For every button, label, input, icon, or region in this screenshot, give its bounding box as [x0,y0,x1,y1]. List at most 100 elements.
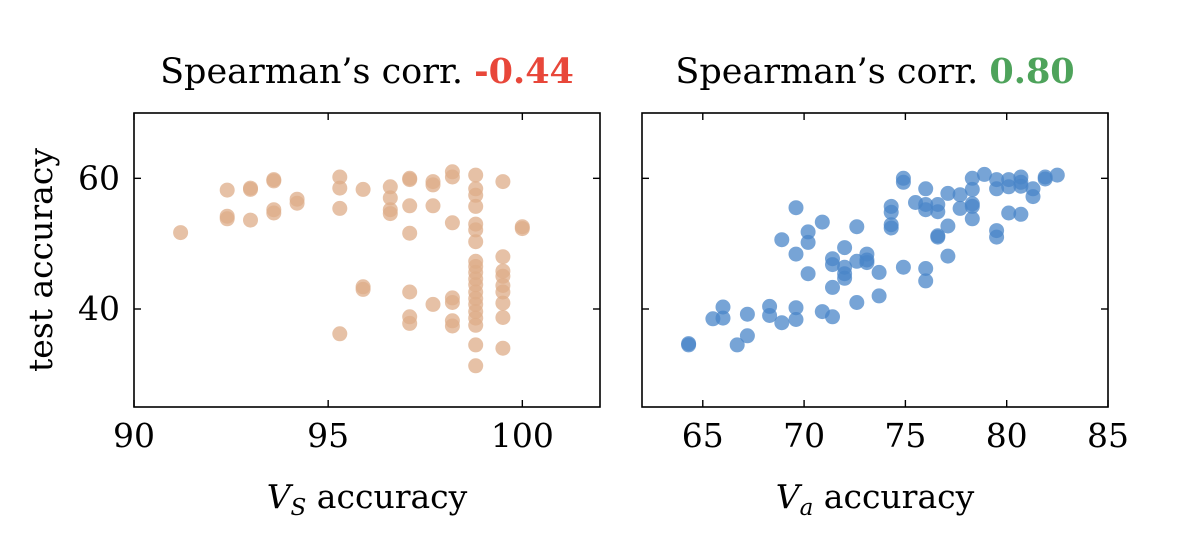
right-data-point [918,273,934,289]
left-data-point [444,215,460,231]
right-data-point [788,312,804,327]
right-data-point [940,185,956,201]
left-title: Spearman’s corr. -0.44 [160,51,574,92]
right-data-point [1013,178,1029,194]
right-data-point [1049,167,1065,183]
left-data-point [468,187,484,203]
right-data-point [895,174,911,190]
left-data-point [332,326,348,342]
right-data-point [788,300,804,316]
left-data-point [402,225,418,241]
right-data-point [895,259,911,275]
left-data-point [243,212,258,228]
left-data-point [266,205,282,221]
left-data-point [468,198,484,214]
right-plot-frame [641,112,1109,408]
left-data-point [495,174,511,190]
right-data-point [989,181,1005,197]
left-plot-frame [133,112,601,408]
left-data-point [243,181,258,197]
right-data-point [964,198,980,214]
left-xtick-label: 95 [307,416,349,455]
left-data-point [332,200,348,216]
left-data-point [425,198,441,214]
right-data-point [976,166,992,182]
right-panel: Spearman’s corr. 0.80 65 70 75 80 85 Va accu… [641,51,1129,521]
right-data-point [883,220,899,236]
right-data-point [762,308,778,323]
right-xlabel-var: V [776,477,803,516]
left-data-point [402,172,418,188]
left-ytick-label: 60 [78,158,120,197]
right-data-point [774,232,790,248]
right-data-point [1013,206,1029,222]
left-data-point [425,177,441,193]
right-data-point [918,202,934,218]
right-data-point [681,337,697,353]
right-xlabel-rest: accuracy [813,477,974,516]
right-data-point [739,306,755,322]
right-xtick-label: 85 [1087,416,1129,455]
right-data-point [715,310,731,326]
left-data-point [495,340,511,356]
left-data-point [495,295,511,311]
left-data-point [382,206,398,222]
right-data-point [930,204,946,220]
right-title: Spearman’s corr. 0.80 [675,51,1074,92]
right-plot-area [681,166,1065,353]
right-data-point [1037,171,1053,187]
left-data-point [219,182,235,198]
right-ticks: 65 70 75 80 85 [642,113,1129,455]
left-data-point [468,222,484,238]
left-data-point [468,337,484,353]
left-data-point [468,234,484,250]
right-data-point [871,264,887,280]
right-data-point [788,200,804,216]
right-data-point [940,218,956,234]
left-data-point [382,179,398,195]
right-data-point [800,266,816,282]
right-data-point [800,224,816,240]
left-data-point [332,180,348,196]
left-data-point [266,173,282,189]
right-data-point [739,328,755,344]
right-xlabel-sub: a [800,495,814,521]
left-data-point [495,284,511,300]
left-ticks: 90 95 100 40 60 [78,113,600,455]
right-data-point [964,211,980,227]
left-data-point [495,249,511,265]
left-ylabel: test accuracy [21,148,60,372]
right-data-point [1025,189,1041,205]
right-data-point [871,288,887,304]
left-data-point [402,198,418,214]
left-data-point [495,310,511,325]
left-data-point [444,295,460,310]
right-data-point [825,279,840,295]
right-data-point [1001,205,1017,221]
left-ytick-label: 40 [78,289,120,328]
right-data-point [918,181,934,197]
right-data-point [788,246,804,262]
left-panel: Spearman’s corr. -0.44 test accuracy 90 9… [21,51,601,521]
right-data-point [715,299,731,315]
left-corr-value: -0.44 [474,51,574,92]
right-data-point [825,309,840,325]
right-title-prefix: Spearman’s corr. [675,52,978,92]
left-xlabel-rest: accuracy [306,477,467,516]
left-data-point [444,318,460,334]
right-xtick-label: 70 [783,416,825,455]
left-data-point [468,317,484,333]
right-data-point [940,248,956,264]
right-data-point [814,214,830,230]
left-xtick-label: 90 [113,416,155,455]
right-data-point [930,229,946,245]
right-data-point [952,187,968,203]
right-data-point [918,261,934,276]
right-data-point [825,257,840,273]
left-data-point [444,169,460,185]
right-data-point [849,295,865,310]
right-data-point [883,204,899,220]
left-xlabel-sub: S [291,495,307,521]
left-xlabel: VS accuracy [267,477,468,521]
